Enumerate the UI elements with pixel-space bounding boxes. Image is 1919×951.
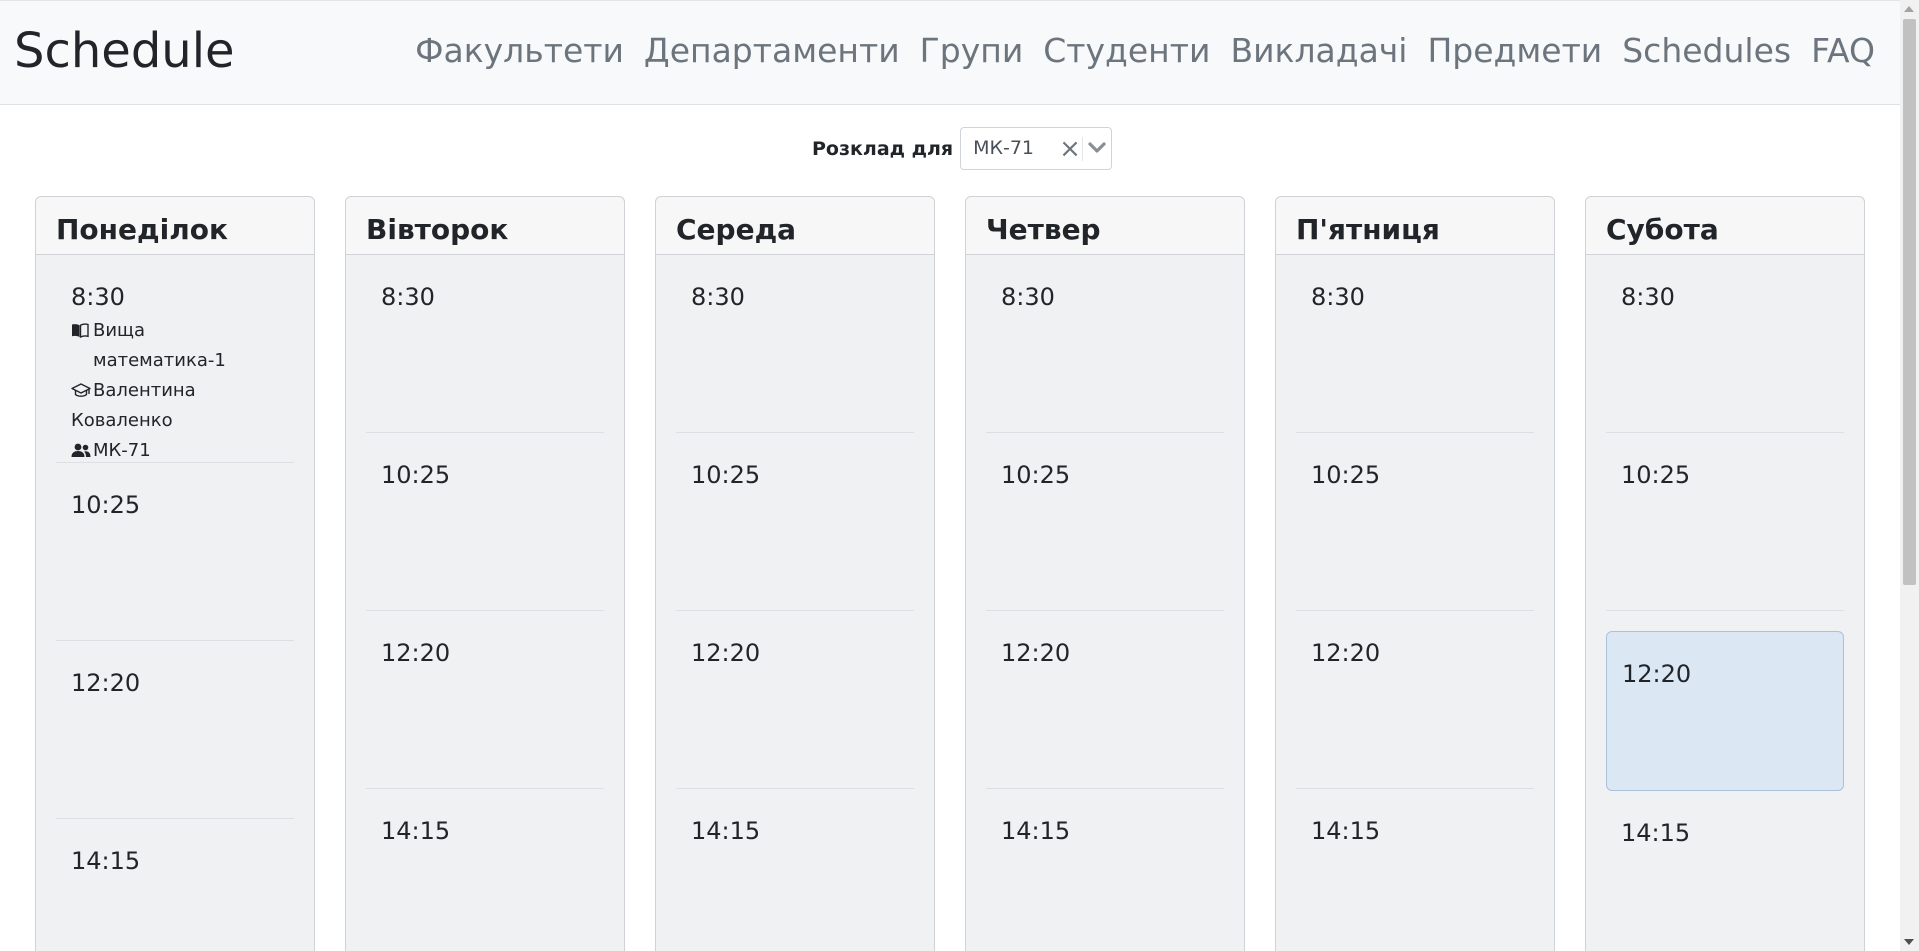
users-icon	[71, 436, 93, 466]
nav-link-students[interactable]: Студенти	[1043, 31, 1211, 70]
slot-time: 14:15	[71, 847, 141, 875]
nav-link-faq[interactable]: FAQ	[1811, 31, 1875, 70]
chevron-down-icon[interactable]	[1087, 140, 1107, 156]
group-select-value: МК-71	[973, 137, 1034, 159]
navbar: Schedule Факультети Департаменти Групи С…	[0, 0, 1900, 105]
lesson-group: МК-71	[71, 436, 279, 466]
time-slot[interactable]: 10:25	[366, 433, 604, 611]
time-slot[interactable]: 8:30	[676, 255, 914, 433]
time-slot[interactable]: 12:20	[986, 611, 1224, 789]
nav-link-subjects[interactable]: Предмети	[1427, 31, 1603, 70]
slot-time: 8:30	[71, 283, 125, 311]
brand-logo[interactable]: Schedule	[14, 23, 235, 79]
slot-time: 12:20	[1001, 639, 1071, 667]
slot-time: 12:20	[381, 639, 451, 667]
time-slots: 8:30 10:25 12:20 14:15	[1586, 255, 1864, 951]
lesson-subject: Вища математика-1	[71, 316, 279, 376]
group-select[interactable]: МК-71 ×	[960, 127, 1113, 170]
day-column-tuesday: Вівторок 8:30 10:25 12:20 14:15	[345, 196, 625, 951]
day-header: П'ятниця	[1276, 197, 1554, 255]
time-slots: 8:30 10:25 12:20 14:15	[656, 255, 934, 951]
slot-time: 10:25	[691, 461, 761, 489]
time-slots: 8:30 Вища математика-1 Валентина Ковален…	[36, 255, 314, 951]
time-slot[interactable]: 14:15	[676, 789, 914, 951]
day-column-friday: П'ятниця 8:30 10:25 12:20 14:15	[1275, 196, 1555, 951]
scrollbar[interactable]	[1900, 0, 1919, 951]
time-slot[interactable]: 12:20	[1296, 611, 1534, 789]
slot-time: 8:30	[381, 283, 435, 311]
time-slot[interactable]: 12:20	[366, 611, 604, 789]
close-icon[interactable]: ×	[1059, 134, 1081, 164]
time-slot[interactable]: 14:15	[366, 789, 604, 951]
time-slot[interactable]: 8:30 Вища математика-1 Валентина Ковален…	[56, 255, 294, 463]
slot-time: 12:20	[71, 669, 141, 697]
time-slot[interactable]: 10:25	[1296, 433, 1534, 611]
day-header: Понеділок	[36, 197, 314, 255]
time-slot[interactable]: 8:30	[1606, 255, 1844, 433]
lesson-teacher: Валентина Коваленко	[71, 376, 279, 436]
scrollbar-down-arrow[interactable]	[1904, 939, 1914, 945]
slot-time: 14:15	[381, 817, 451, 845]
select-divider	[1082, 137, 1084, 161]
schedule-selector: Розклад для МК-71 ×	[812, 127, 1113, 170]
day-column-wednesday: Середа 8:30 10:25 12:20 14:15	[655, 196, 935, 951]
day-column-saturday: Субота 8:30 10:25 12:20 14:15	[1585, 196, 1865, 951]
slot-time: 8:30	[1621, 283, 1675, 311]
lesson-subject-text: Вища математика-1	[93, 320, 226, 371]
time-slot[interactable]: 10:25	[676, 433, 914, 611]
time-slot[interactable]: 10:25	[986, 433, 1224, 611]
slot-time: 12:20	[1311, 639, 1381, 667]
day-header: Субота	[1586, 197, 1864, 255]
lesson-teacher-text: Валентина Коваленко	[71, 380, 196, 431]
slot-time: 10:25	[1001, 461, 1071, 489]
time-slots: 8:30 10:25 12:20 14:15	[1276, 255, 1554, 951]
time-slot[interactable]: 14:15	[56, 819, 294, 951]
time-slot[interactable]: 8:30	[366, 255, 604, 433]
slot-time: 10:25	[381, 461, 451, 489]
slot-time: 14:15	[1001, 817, 1071, 845]
nav-link-schedules[interactable]: Schedules	[1622, 31, 1792, 70]
slot-time: 12:20	[1622, 660, 1692, 688]
scrollbar-thumb[interactable]	[1903, 19, 1916, 585]
lesson-card[interactable]: Вища математика-1 Валентина Коваленко МК…	[71, 316, 279, 466]
slot-time: 14:15	[1621, 819, 1691, 847]
nav-link-departments[interactable]: Департаменти	[643, 31, 900, 70]
slot-time: 8:30	[1001, 283, 1055, 311]
time-slot[interactable]: 14:15	[1606, 791, 1844, 951]
slot-time: 14:15	[1311, 817, 1381, 845]
slot-time: 12:20	[691, 639, 761, 667]
time-slot[interactable]: 10:25	[1606, 433, 1844, 611]
schedule-selector-label: Розклад для	[812, 137, 954, 160]
nav-link-teachers[interactable]: Викладачі	[1230, 31, 1408, 70]
nav-link-groups[interactable]: Групи	[919, 31, 1024, 70]
time-slots: 8:30 10:25 12:20 14:15	[966, 255, 1244, 951]
scrollbar-up-arrow[interactable]	[1904, 6, 1914, 12]
lesson-group-text: МК-71	[93, 440, 151, 461]
time-slot[interactable]: 8:30	[1296, 255, 1534, 433]
day-column-thursday: Четвер 8:30 10:25 12:20 14:15	[965, 196, 1245, 951]
slot-time: 10:25	[1621, 461, 1691, 489]
time-slot-selected[interactable]: 12:20	[1606, 631, 1844, 791]
time-slot[interactable]: 14:15	[986, 789, 1224, 951]
nav-links: Факультети Департаменти Групи Студенти В…	[415, 29, 1875, 73]
time-slots: 8:30 10:25 12:20 14:15	[346, 255, 624, 951]
time-slot[interactable]: 8:30	[986, 255, 1224, 433]
time-slot[interactable]: 10:25	[56, 463, 294, 641]
slot-time: 8:30	[691, 283, 745, 311]
time-slot[interactable]: 12:20	[56, 641, 294, 819]
graduation-cap-icon	[71, 376, 93, 406]
slot-time: 8:30	[1311, 283, 1365, 311]
slot-time: 10:25	[1311, 461, 1381, 489]
day-column-monday: Понеділок 8:30 Вища математика-1 Валенти…	[35, 196, 315, 951]
slot-time: 10:25	[71, 491, 141, 519]
time-slot[interactable]: 14:15	[1296, 789, 1534, 951]
book-icon	[71, 316, 93, 346]
nav-link-faculties[interactable]: Факультети	[415, 31, 624, 70]
time-slot[interactable]: 12:20	[676, 611, 914, 789]
day-header: Вівторок	[346, 197, 624, 255]
day-header: Середа	[656, 197, 934, 255]
slot-time: 14:15	[691, 817, 761, 845]
day-header: Четвер	[966, 197, 1244, 255]
